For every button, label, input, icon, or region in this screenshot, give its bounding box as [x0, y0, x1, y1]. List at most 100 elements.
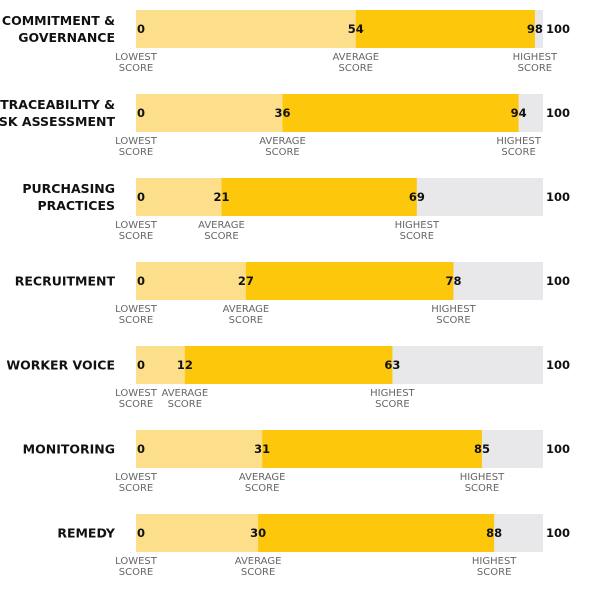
- highest-score-label: SCORE: [400, 231, 434, 242]
- bar-lowest-to-average: [136, 430, 263, 468]
- max-value-label: 100: [546, 106, 570, 120]
- lowest-value-label: 0: [137, 274, 145, 288]
- bar-lowest-to-average: [136, 10, 356, 48]
- max-value-label: 100: [546, 442, 570, 456]
- highest-value-label: 85: [474, 442, 490, 456]
- highest-score-label: HIGHEST: [460, 472, 505, 483]
- category-label: REMEDY: [57, 526, 116, 541]
- bar-lowest-to-average: [136, 94, 283, 132]
- lowest-value-label: 0: [137, 190, 145, 204]
- highest-value-label: 78: [445, 274, 461, 288]
- lowest-score-label: SCORE: [119, 63, 153, 74]
- lowest-score-label: SCORE: [119, 315, 153, 326]
- average-score-label: AVERAGE: [332, 52, 379, 63]
- highest-value-label: 98: [527, 22, 543, 36]
- highest-score-label: HIGHEST: [395, 220, 440, 231]
- highest-score-label: SCORE: [501, 147, 535, 158]
- category-label: PURCHASING: [22, 181, 115, 196]
- category-label: PRACTICES: [37, 198, 115, 213]
- max-value-label: 100: [546, 358, 570, 372]
- bar-average-to-highest: [262, 430, 482, 468]
- bar-average-to-highest: [282, 94, 519, 132]
- lowest-score-label: LOWEST: [115, 388, 158, 399]
- lowest-score-label: LOWEST: [115, 220, 158, 231]
- lowest-score-label: LOWEST: [115, 52, 158, 63]
- max-value-label: 100: [546, 274, 570, 288]
- average-score-label: SCORE: [245, 483, 279, 494]
- average-score-label: AVERAGE: [162, 388, 209, 399]
- category-label: RECRUITMENT: [15, 274, 116, 289]
- average-score-label: SCORE: [339, 63, 373, 74]
- highest-score-label: SCORE: [477, 567, 511, 578]
- average-score-label: AVERAGE: [235, 556, 282, 567]
- highest-score-label: SCORE: [436, 315, 470, 326]
- max-value-label: 100: [546, 526, 570, 540]
- highest-score-label: SCORE: [465, 483, 499, 494]
- lowest-score-label: SCORE: [119, 399, 153, 410]
- highest-value-label: 88: [486, 526, 502, 540]
- lowest-score-label: LOWEST: [115, 304, 158, 315]
- category-row: MONITORING 0 31 85 100LOWESTSCOREAVERAGESCOR…: [23, 430, 570, 494]
- max-value-label: 100: [546, 22, 570, 36]
- bar-average-to-highest: [355, 10, 535, 48]
- bar-lowest-to-average: [136, 514, 259, 552]
- highest-score-label: SCORE: [375, 399, 409, 410]
- average-score-label: SCORE: [204, 231, 238, 242]
- category-row: WORKER VOICE 0 12 63 100LOWESTSCOREAVERAGESC…: [6, 346, 570, 410]
- bar-lowest-to-average: [136, 262, 246, 300]
- average-value-label: 30: [250, 526, 266, 540]
- lowest-score-label: SCORE: [119, 231, 153, 242]
- average-value-label: 27: [238, 274, 254, 288]
- lowest-value-label: 0: [137, 442, 145, 456]
- category-row: REMEDY 0 30 88 100LOWESTSCOREAVERAGESCOREHIG…: [57, 514, 570, 578]
- highest-score-label: SCORE: [518, 63, 552, 74]
- average-score-label: AVERAGE: [223, 304, 270, 315]
- category-row: RECRUITMENT 0 27 78 100LOWESTSCOREAVERAGESCO…: [15, 262, 570, 326]
- lowest-score-label: LOWEST: [115, 556, 158, 567]
- bar-average-to-highest: [221, 178, 417, 216]
- bar-average-to-highest: [245, 262, 454, 300]
- category-label: MONITORING: [23, 442, 115, 457]
- highest-score-label: HIGHEST: [496, 136, 541, 147]
- highest-score-label: HIGHEST: [370, 388, 415, 399]
- lowest-value-label: 0: [137, 106, 145, 120]
- max-value-label: 100: [546, 190, 570, 204]
- highest-value-label: 69: [409, 190, 425, 204]
- category-label: WORKER VOICE: [6, 358, 115, 373]
- average-score-label: SCORE: [241, 567, 275, 578]
- lowest-score-label: LOWEST: [115, 136, 158, 147]
- highest-score-label: HIGHEST: [431, 304, 476, 315]
- bar-average-to-highest: [258, 514, 495, 552]
- average-value-label: 12: [177, 358, 193, 372]
- highest-score-label: HIGHEST: [472, 556, 517, 567]
- lowest-value-label: 0: [137, 526, 145, 540]
- lowest-value-label: 0: [137, 358, 145, 372]
- average-value-label: 31: [254, 442, 270, 456]
- average-value-label: 21: [213, 190, 229, 204]
- category-label: TRACEABILITY &: [0, 97, 115, 112]
- average-score-label: SCORE: [265, 147, 299, 158]
- average-score-label: SCORE: [229, 315, 263, 326]
- lowest-score-label: SCORE: [119, 483, 153, 494]
- bar-lowest-to-average: [136, 178, 222, 216]
- category-label: RISK ASSESSMENT: [0, 114, 115, 129]
- highest-score-label: HIGHEST: [513, 52, 558, 63]
- category-row: TRACEABILITY & RISK ASSESSMENT 0 36 94 100 LOW…: [0, 94, 570, 158]
- category-label: COMMITMENT &: [2, 13, 115, 28]
- highest-value-label: 94: [511, 106, 527, 120]
- average-score-label: AVERAGE: [239, 472, 286, 483]
- bar-average-to-highest: [184, 346, 393, 384]
- average-value-label: 54: [348, 22, 364, 36]
- category-label: GOVERNANCE: [18, 30, 115, 45]
- lowest-value-label: 0: [137, 22, 145, 36]
- average-score-label: SCORE: [168, 399, 202, 410]
- lowest-score-label: LOWEST: [115, 472, 158, 483]
- highest-value-label: 63: [384, 358, 400, 372]
- lowest-score-label: SCORE: [119, 147, 153, 158]
- average-score-label: AVERAGE: [198, 220, 245, 231]
- average-value-label: 36: [275, 106, 291, 120]
- average-score-label: AVERAGE: [259, 136, 306, 147]
